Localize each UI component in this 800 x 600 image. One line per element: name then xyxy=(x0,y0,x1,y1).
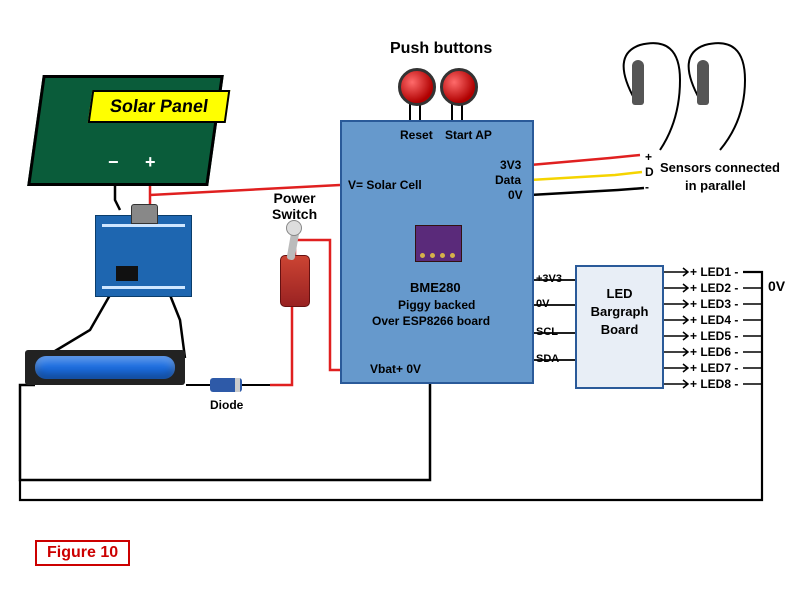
bus-0v: 0V xyxy=(536,298,549,310)
start-ap-button[interactable] xyxy=(440,68,478,106)
bus-scl: SCL xyxy=(536,326,558,338)
charger-board xyxy=(95,215,192,297)
pin-data: Data xyxy=(495,173,521,187)
led-row-4: + LED4 - xyxy=(690,313,738,327)
sensor-pin-plus: + xyxy=(645,150,652,164)
diode-label: Diode xyxy=(210,398,243,412)
led-row-7: + LED7 - xyxy=(690,361,738,375)
solar-neg: − xyxy=(108,152,119,173)
pin-0v: 0V xyxy=(508,188,523,202)
usb-port-icon xyxy=(131,204,158,224)
sensor-pin-d: D xyxy=(645,165,654,179)
switch-knob-icon xyxy=(286,220,302,236)
led-title2: Bargraph xyxy=(591,304,649,319)
led-row-1: + LED1 - xyxy=(690,265,738,279)
bme-line3: Over ESP8266 board xyxy=(372,314,490,328)
sensor-probe-1 xyxy=(632,60,644,105)
battery-cell xyxy=(35,356,175,379)
led-out-0v: 0V xyxy=(768,278,785,294)
power-switch-label: Power Switch xyxy=(272,190,317,222)
bus-sda: SDA xyxy=(536,353,559,365)
led-row-8: + LED8 - xyxy=(690,377,738,391)
v-solar-label: V= Solar Cell xyxy=(348,178,422,192)
led-bargraph-board: LED Bargraph Board xyxy=(575,265,664,389)
led-title1: LED xyxy=(607,286,633,301)
vbat-label: Vbat+ 0V xyxy=(370,362,421,376)
solar-panel-label: Solar Panel xyxy=(88,90,231,123)
led-row-6: + LED6 - xyxy=(690,345,738,359)
figure-label: Figure 10 xyxy=(35,540,130,566)
led-row-3: + LED3 - xyxy=(690,297,738,311)
sensor-probe-2 xyxy=(697,60,709,105)
led-row-5: + LED5 - xyxy=(690,329,738,343)
reset-button[interactable] xyxy=(398,68,436,106)
led-row-2: + LED2 - xyxy=(690,281,738,295)
pin-3v3: 3V3 xyxy=(500,158,521,172)
sensor-pin-minus: - xyxy=(645,180,649,194)
power-switch[interactable] xyxy=(280,255,310,307)
sensors-line2: in parallel xyxy=(685,178,746,193)
charger-chip-icon xyxy=(116,266,138,281)
reset-label: Reset xyxy=(400,128,433,142)
bme-line2: Piggy backed xyxy=(398,298,475,312)
solar-pos: + xyxy=(145,152,156,173)
diode-band-icon xyxy=(235,378,240,392)
bus-3v3: +3V3 xyxy=(536,273,562,285)
startap-label: Start AP xyxy=(445,128,492,142)
push-buttons-title: Push buttons xyxy=(390,40,492,58)
bme280-module xyxy=(415,225,462,262)
sensors-line1: Sensors connected xyxy=(660,160,780,175)
led-title3: Board xyxy=(601,322,639,337)
bme-title: BME280 xyxy=(410,280,461,295)
